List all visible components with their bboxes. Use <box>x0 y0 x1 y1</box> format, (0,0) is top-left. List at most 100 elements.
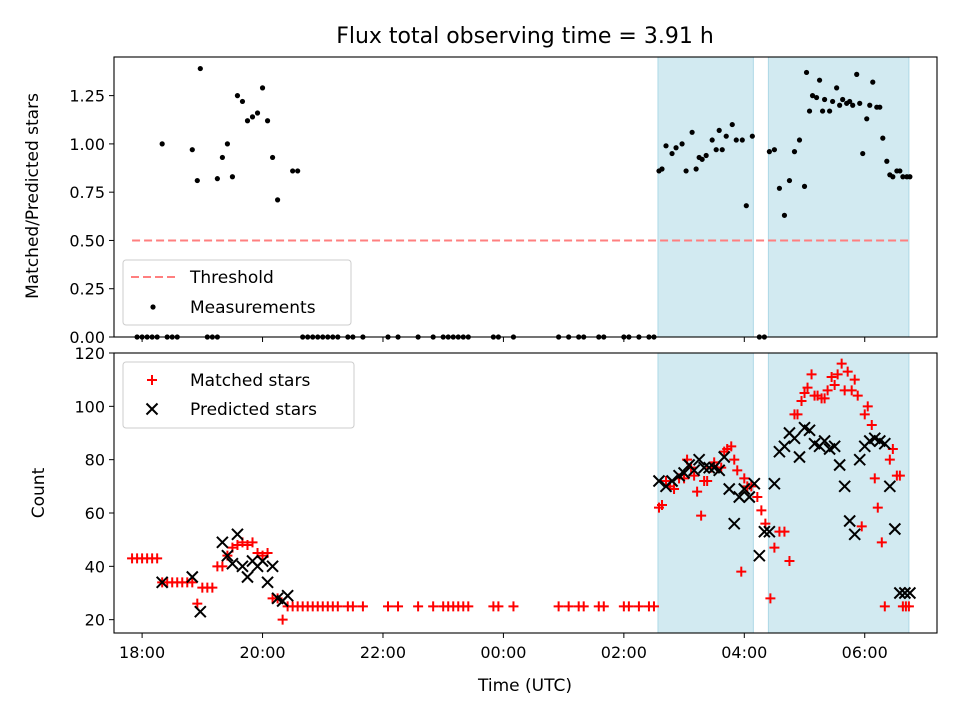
top-shaded-interval <box>767 56 910 338</box>
matched-star-point <box>836 358 847 369</box>
measurement-point <box>867 102 873 108</box>
predicted-star-point <box>893 586 907 600</box>
measurement-point <box>791 149 798 155</box>
measurement-point <box>897 168 903 174</box>
matched-star-point <box>669 484 680 494</box>
matched-star-point <box>702 476 713 486</box>
matched-star-point <box>819 393 830 404</box>
predicted-star-point <box>281 589 294 602</box>
matched-star-point <box>347 601 358 612</box>
matched-star-point <box>876 537 887 548</box>
bottom-legend: Matched stars Predicted stars <box>122 361 355 429</box>
matched-star-point <box>765 593 776 604</box>
matched-star-point <box>463 601 474 612</box>
predicted-star-point <box>768 477 781 490</box>
matched-star-point <box>578 601 589 612</box>
predicted-star-point <box>256 554 269 568</box>
top-y-tick-label: 0.75 <box>69 183 105 202</box>
predicted-star-point <box>853 453 866 466</box>
x-axis-label: Time (UTC) <box>477 676 572 696</box>
matched-star-point <box>357 601 368 612</box>
matched-star-point <box>247 537 258 548</box>
predicted-star-point <box>155 576 169 589</box>
predicted-star-point <box>758 525 771 538</box>
matched-star-point <box>859 409 870 420</box>
measurement-point <box>159 141 165 147</box>
predicted-star-point <box>898 586 912 600</box>
top-axes-frame <box>113 56 938 338</box>
bottom-axes-frame <box>113 352 938 634</box>
measurement-point <box>699 156 705 162</box>
predicted-star-point <box>778 440 791 453</box>
measurement-point <box>806 108 813 114</box>
matched-star-point <box>553 601 564 612</box>
measurement-point <box>796 137 803 143</box>
predicted-star-point <box>763 525 776 538</box>
top-y-tick-label: 0.50 <box>69 231 105 250</box>
predicted-star-point <box>838 480 851 493</box>
matched-star-point <box>822 385 833 396</box>
bottom-y-tick-label: 40 <box>85 557 105 576</box>
matched-star-point <box>832 369 843 380</box>
top-plot-area: 0.00 0.25 0.50 0.75 1.00 1.25 Threshold Measure… <box>69 56 938 347</box>
measurement-point <box>854 71 860 77</box>
predicted-star-point <box>702 461 716 474</box>
predicted-star-point <box>748 477 761 490</box>
matched-star-point <box>187 577 198 588</box>
matched-star-point <box>826 372 837 382</box>
matched-star-point <box>862 401 873 412</box>
measurement-point <box>837 102 843 108</box>
matched-star-point <box>648 601 659 612</box>
measurement-point <box>850 102 856 108</box>
matched-star-point <box>879 601 890 612</box>
predicted-star-point <box>652 474 666 488</box>
bottom-y-tick-label: 20 <box>85 611 105 630</box>
measurement-point <box>659 166 665 172</box>
measurement-point <box>214 176 220 182</box>
matched-star-point <box>866 420 877 430</box>
measurement-point <box>229 174 236 180</box>
measurement-point <box>673 145 679 151</box>
measurement-point <box>693 166 699 172</box>
measurement-point <box>683 168 689 174</box>
measurement-point <box>813 94 820 101</box>
matched-star-point <box>869 473 880 484</box>
matched-star-point <box>207 582 218 593</box>
measurement-point <box>239 98 246 105</box>
matched-star-point <box>872 502 883 513</box>
matched-star-point <box>277 614 288 625</box>
predicted-star-point <box>692 453 706 466</box>
bottom-shaded-interval <box>767 352 910 634</box>
predicted-star-point <box>687 464 701 477</box>
measurement-point <box>907 174 913 180</box>
measurement-point <box>224 141 231 147</box>
predicted-star-point <box>677 466 691 480</box>
matched-star-point <box>732 465 743 476</box>
measurement-point <box>776 185 783 191</box>
measurement-point <box>234 93 241 99</box>
matched-star-point <box>903 601 914 612</box>
matched-star-point <box>508 601 519 612</box>
measurement-point <box>766 149 772 155</box>
x-tick-label: 20:00 <box>239 643 285 662</box>
matched-star-point <box>796 396 807 406</box>
x-tick-label: 06:00 <box>842 643 888 662</box>
matched-star-point <box>242 540 253 550</box>
predicted-star-point <box>665 474 679 488</box>
measurement-point <box>870 79 876 85</box>
matched-star-point <box>598 601 609 612</box>
predicted-star-point <box>903 586 917 600</box>
matched-legend-label: Matched stars <box>190 371 310 391</box>
measurement-point <box>803 69 810 76</box>
predicted-star-point <box>833 458 846 472</box>
top-y-tick-label: 1.00 <box>69 135 105 154</box>
bottom-y-tick-label: 60 <box>85 504 105 523</box>
measurement-point <box>739 137 745 143</box>
predicted-star-point <box>803 424 816 437</box>
measurement-point <box>834 85 840 91</box>
measurement-point <box>880 135 886 141</box>
measurement-point <box>819 108 826 114</box>
top-legend: Threshold Measurements <box>122 259 352 326</box>
measurement-point <box>264 118 271 124</box>
